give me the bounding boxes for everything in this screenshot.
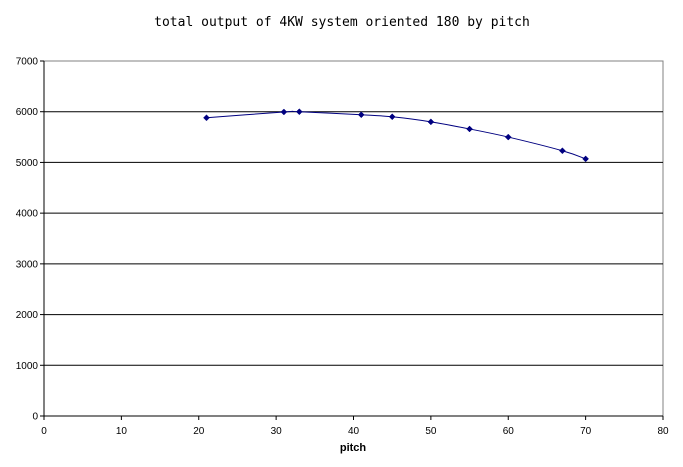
y-tick-label: 5000 [16, 158, 39, 169]
chart-title: total output of 4KW system oriented 180 … [154, 15, 530, 30]
gridlines [40, 60, 663, 417]
data-point [388, 113, 396, 121]
y-tick-label: 1000 [16, 361, 39, 372]
data-point [559, 147, 566, 155]
data-point [504, 133, 512, 141]
x-tick-label: 0 [41, 426, 47, 437]
data-point [427, 118, 435, 126]
x-tick-label: 50 [425, 426, 437, 437]
series-line [206, 110, 586, 160]
y-tick-label: 2000 [16, 310, 39, 321]
data-point [203, 114, 210, 122]
x-tick-label: 10 [116, 426, 128, 437]
x-tick-label: 30 [271, 426, 283, 437]
plot-area [43, 60, 664, 417]
x-tick-label: 70 [580, 426, 592, 437]
y-tick-label: 6000 [16, 107, 39, 118]
x-tick-label: 40 [348, 426, 360, 437]
y-tick-label: 4000 [16, 209, 39, 220]
data-point [357, 111, 365, 119]
data-point [295, 108, 303, 116]
data-point [280, 108, 288, 116]
data-point [466, 125, 473, 133]
x-tick-label: 80 [657, 426, 669, 437]
y-tick-label: 3000 [16, 259, 39, 270]
y-axis-tick-labels: 0 1000 2000 3000 4000 5000 6000 7000 [16, 57, 39, 423]
x-axis-label: pitch [340, 442, 367, 454]
x-tick-label: 20 [193, 426, 205, 437]
y-tick-label: 7000 [16, 57, 39, 68]
x-tick-label: 60 [503, 426, 515, 437]
x-axis-tick-labels: 0 10 20 30 40 50 60 70 80 [41, 416, 669, 437]
y-tick-label: 0 [32, 412, 38, 423]
data-series [203, 108, 589, 163]
data-point [582, 155, 589, 163]
